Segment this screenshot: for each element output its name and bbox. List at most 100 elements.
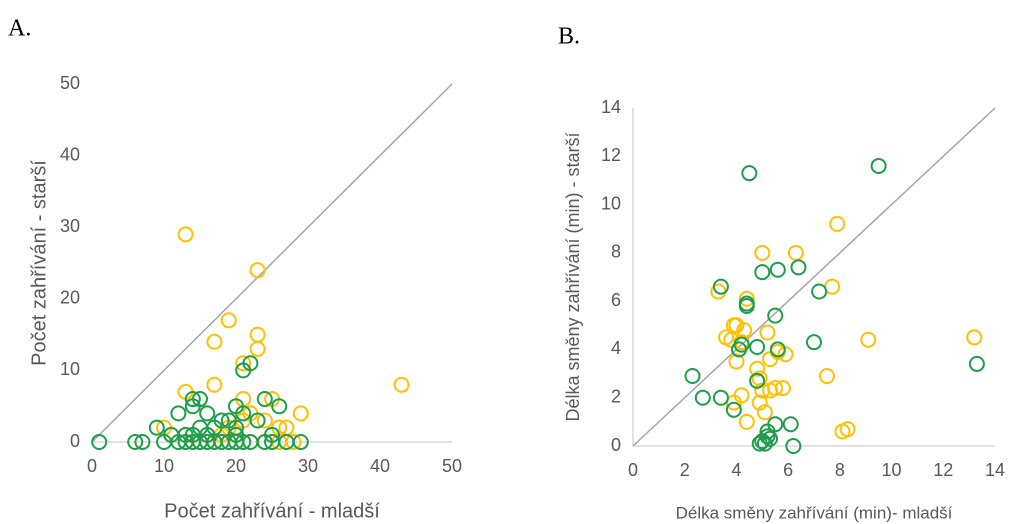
y-tick-label: 50 (60, 73, 80, 93)
data-point (256, 412, 273, 429)
y-tick-label: 10 (601, 193, 621, 213)
y-tick-label: 6 (611, 290, 621, 310)
x-axis-title: Délka směny zahřívání (min)- mladší (676, 503, 953, 522)
x-tick-label: 14 (985, 460, 1005, 480)
data-point (759, 324, 776, 341)
data-point (767, 307, 784, 324)
data-point (235, 362, 252, 379)
data-point (184, 398, 201, 415)
y-tick-label: 20 (60, 288, 80, 308)
data-point (790, 259, 807, 276)
data-point (712, 278, 729, 295)
x-tick-label: 30 (298, 456, 318, 476)
data-point (725, 401, 742, 418)
data-point (774, 380, 791, 397)
x-tick-label: 4 (731, 460, 741, 480)
y-tick-label: 0 (611, 435, 621, 455)
data-point (285, 434, 302, 450)
identity-line (632, 107, 996, 447)
data-point (754, 382, 771, 399)
data-point (762, 351, 779, 368)
data-point (824, 278, 841, 295)
data-point (731, 341, 748, 358)
y-tick-label: 2 (611, 386, 621, 406)
data-point (292, 405, 309, 422)
x-tick-label: 50 (442, 456, 462, 476)
data-point (785, 438, 802, 454)
y-tick-label: 0 (70, 431, 80, 451)
data-point (292, 434, 309, 450)
data-point (860, 331, 877, 348)
y-tick-label: 8 (611, 242, 621, 262)
data-point (393, 376, 410, 393)
data-point (749, 360, 766, 377)
data-point (712, 389, 729, 406)
data-point (134, 434, 151, 450)
data-point (728, 317, 745, 334)
data-point (749, 339, 766, 356)
data-point (769, 341, 786, 358)
data-point (751, 394, 768, 411)
data-point (754, 244, 771, 261)
data-point (177, 226, 194, 243)
y-tick-label: 10 (60, 359, 80, 379)
data-point (220, 312, 237, 329)
data-point (264, 426, 280, 443)
data-point (738, 413, 755, 430)
data-point (206, 333, 223, 350)
data-point (256, 391, 273, 408)
data-point (811, 283, 828, 300)
data-point (170, 405, 187, 422)
data-point (767, 416, 784, 433)
data-point (751, 435, 768, 452)
data-point (966, 329, 983, 346)
y-tick-label: 14 (601, 97, 621, 117)
x-tick-label: 8 (835, 460, 845, 480)
data-point (839, 421, 856, 438)
data-point (249, 412, 266, 429)
panel-label: A. (8, 16, 31, 42)
data-point (754, 264, 771, 281)
data-point (741, 165, 758, 182)
data-point (968, 355, 985, 372)
data-point (148, 419, 165, 436)
x-tick-label: 20 (226, 456, 246, 476)
data-point (762, 430, 779, 447)
x-tick-label: 10 (154, 456, 174, 476)
data-point (728, 353, 745, 370)
data-point (249, 262, 266, 279)
data-point (694, 389, 711, 406)
data-point (738, 297, 755, 314)
y-tick-label: 40 (60, 144, 80, 164)
x-tick-label: 2 (680, 460, 690, 480)
data-point (684, 367, 701, 384)
data-point (818, 367, 835, 384)
panel-label: B. (558, 24, 580, 50)
data-point (206, 376, 223, 393)
y-tick-label: 12 (601, 145, 621, 165)
identity-line (91, 83, 453, 443)
data-point (751, 370, 768, 387)
data-point (769, 261, 786, 278)
data-point (756, 435, 773, 452)
data-point (199, 405, 216, 422)
data-point (829, 215, 846, 232)
data-point (806, 334, 822, 351)
x-tick-label: 12 (933, 460, 953, 480)
data-point (782, 416, 799, 433)
data-point (177, 426, 194, 443)
x-tick-label: 40 (370, 456, 390, 476)
data-point (271, 398, 288, 415)
data-point (235, 405, 252, 422)
data-point (127, 434, 144, 450)
data-point (754, 433, 771, 450)
data-point (228, 419, 244, 436)
x-tick-label: 0 (628, 460, 638, 480)
data-point (213, 412, 230, 429)
x-tick-label: 10 (882, 460, 902, 480)
y-axis-title: Délka směny zahřívání (min) - starší (563, 132, 583, 421)
data-point (249, 340, 266, 357)
y-tick-label: 4 (611, 338, 621, 358)
x-axis-title: Počet zahřívání - mladší (164, 500, 380, 522)
